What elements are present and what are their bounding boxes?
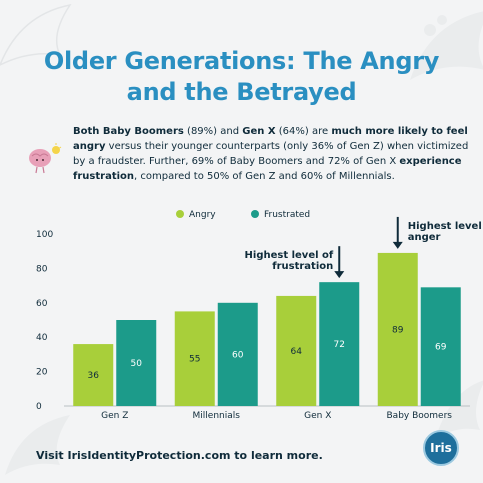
legend-marker-angry bbox=[176, 210, 184, 218]
y-tick-label: 0 bbox=[36, 402, 42, 412]
data-label: 60 bbox=[232, 350, 244, 360]
bar-frustrated-gen-z bbox=[116, 320, 157, 406]
title-line-2: and the Betrayed bbox=[126, 78, 357, 106]
x-tick-label: Baby Boomers bbox=[387, 411, 453, 421]
y-tick-label: 20 bbox=[36, 368, 48, 378]
data-label: 69 bbox=[435, 343, 447, 353]
holly-leaf-bottom-left-decoration bbox=[5, 415, 70, 475]
intro-text-8: , compared to 50% of Gen Z and 60% of Mi… bbox=[134, 171, 395, 182]
holly-leaf-top-right-decoration bbox=[410, 11, 483, 80]
y-tick-label: 40 bbox=[36, 333, 48, 343]
annotation-text: Highest level of bbox=[245, 250, 334, 261]
intro-text-3: Gen X bbox=[242, 126, 276, 137]
bar-angry-baby-boomers bbox=[377, 252, 418, 406]
x-tick-label: Gen Z bbox=[101, 411, 128, 421]
annotation-text: frustration bbox=[272, 261, 333, 272]
annotation-arrow-head bbox=[334, 271, 345, 279]
intro-text-7: experience frustration bbox=[73, 156, 462, 182]
y-tick-label: 60 bbox=[36, 299, 48, 309]
bar-angry-millennials bbox=[174, 311, 215, 406]
x-tick-label: Millennials bbox=[193, 411, 241, 421]
holly-leaf-right-decoration bbox=[435, 380, 483, 440]
title-line-1: Older Generations: The Angry bbox=[43, 47, 440, 75]
legend-label-frustrated: Frustrated bbox=[264, 210, 310, 220]
y-tick-label: 100 bbox=[36, 230, 53, 240]
data-label: 72 bbox=[334, 340, 345, 350]
data-label: 64 bbox=[291, 347, 303, 357]
intro-paragraph: Both Baby Boomers (89%) and Gen X (64%) … bbox=[73, 124, 473, 184]
iris-logo: Iris bbox=[423, 430, 459, 466]
footer-link[interactable]: Visit IrisIdentityProtection.com to lear… bbox=[36, 449, 323, 462]
legend-label-angry: Angry bbox=[189, 210, 216, 220]
holly-leaf-top-left-decoration bbox=[0, 3, 72, 66]
annotation-arrow-head bbox=[392, 241, 403, 249]
bar-frustrated-baby-boomers bbox=[420, 287, 461, 406]
intro-text-6: versus their younger counterparts (only … bbox=[73, 141, 469, 167]
intro-text-1: Both Baby Boomers bbox=[73, 126, 184, 137]
annotation-text: Highest level of bbox=[408, 221, 483, 232]
bar-angry-gen-z bbox=[73, 344, 114, 406]
intro-text-5: much more likely to feel angry bbox=[73, 126, 468, 152]
page-title: Older Generations: The Angry and the Bet… bbox=[0, 46, 483, 108]
y-tick-label: 80 bbox=[36, 264, 48, 274]
data-label: 55 bbox=[189, 355, 200, 365]
data-label: 89 bbox=[392, 325, 404, 335]
legend-marker-frustrated bbox=[251, 210, 259, 218]
x-tick-label: Gen X bbox=[304, 411, 331, 421]
bar-frustrated-millennials bbox=[217, 302, 258, 406]
annotation-text: anger bbox=[408, 232, 441, 243]
grouped-bar-chart: 0 20 40 60 80 100 36 50 Gen Z 55 60 Millennials 64 72… bbox=[36, 210, 483, 421]
intro-text-2: (89%) and bbox=[183, 126, 243, 137]
data-label: 50 bbox=[131, 359, 143, 369]
data-label: 36 bbox=[88, 371, 100, 381]
bar-angry-gen-x bbox=[276, 295, 317, 406]
intro-text-4: (64%) are bbox=[275, 126, 332, 137]
bar-frustrated-gen-x bbox=[319, 282, 360, 406]
brain-icon bbox=[29, 143, 62, 174]
